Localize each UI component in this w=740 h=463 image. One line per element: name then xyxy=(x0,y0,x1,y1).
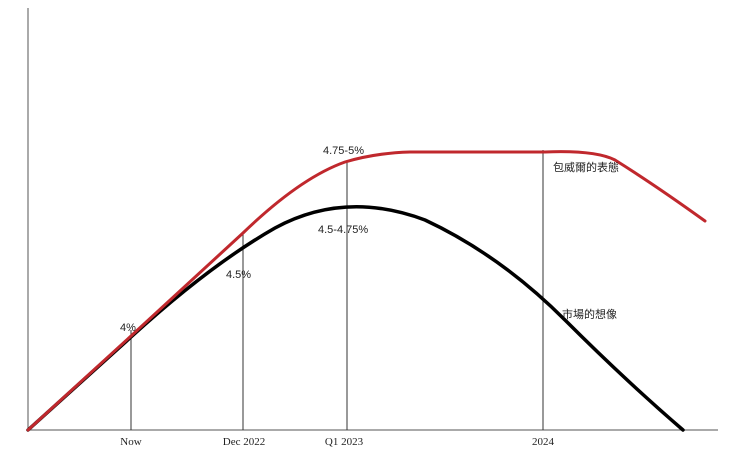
annotation-4-75-5pct: 4.75-5% xyxy=(323,145,364,157)
series-line-powell xyxy=(26,150,707,432)
annotation-4pct: 4% xyxy=(120,322,136,334)
series-label-powell: 包威爾的表態 xyxy=(553,160,619,174)
series-line-market xyxy=(26,205,685,432)
x-tick-label-q1-2023: Q1 2023 xyxy=(325,436,364,448)
annotation-4-5-4-75pct: 4.5-4.75% xyxy=(318,224,368,236)
x-tick-label-dec-2022: Dec 2022 xyxy=(223,436,265,448)
annotation-4-5pct: 4.5% xyxy=(226,269,251,281)
x-tick-label-now: Now xyxy=(120,436,141,448)
series-label-market: 市場的想像 xyxy=(562,307,617,321)
x-tick-label-2024: 2024 xyxy=(532,436,555,448)
